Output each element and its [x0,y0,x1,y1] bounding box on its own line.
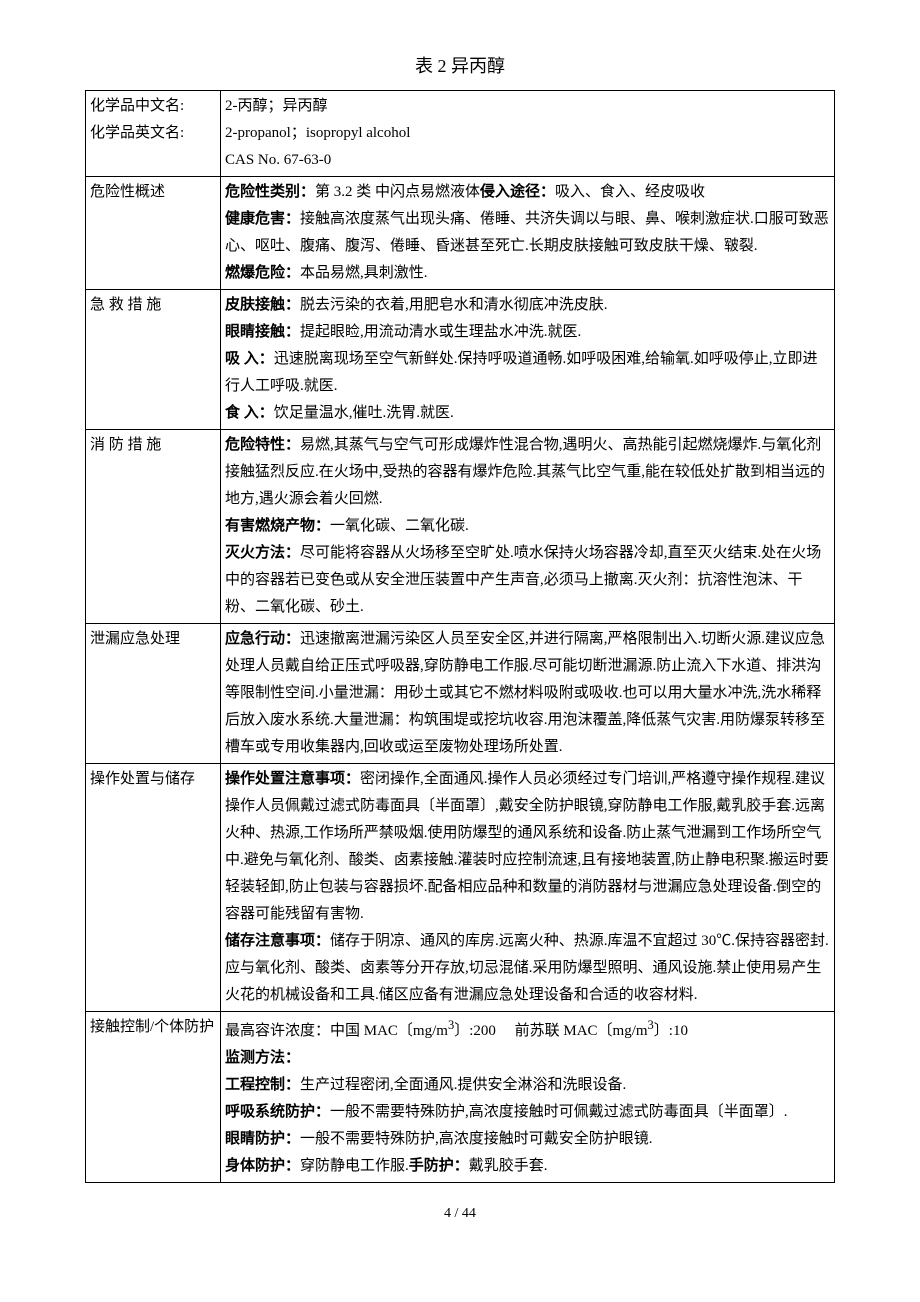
content-line: 呼吸系统防护：一般不需要特殊防护,高浓度接触时可佩戴过滤式防毒面具〔半面罩〕. [225,1099,830,1126]
page-footer: 4 / 44 [85,1201,835,1226]
row-label-line: 操作处置与储存 [90,771,195,787]
row-label-line: 化学品中文名: [90,98,184,114]
row-label-line: 化学品英文名: [90,125,184,141]
row-label: 急 救 措 施 [86,290,221,430]
row-label-line: 泄漏应急处理 [90,631,180,647]
content-line: 灭火方法：尽可能将容器从火场移至空旷处.喷水保持火场容器冷却,直至灭火结束.处在… [225,540,830,621]
row-label-line: 急 救 措 施 [90,297,161,313]
table-row: 急 救 措 施 皮肤接触：脱去污染的衣着,用肥皂水和清水彻底冲洗皮肤.眼睛接触：提… [86,290,835,430]
content-line: 身体防护：穿防静电工作服.手防护：戴乳胶手套. [225,1153,830,1180]
row-label-line: 消 防 措 施 [90,437,161,453]
row-content: 危险性类别：第 3.2 类 中闪点易燃液体侵入途径：吸入、食入、经皮吸收健康危害… [221,177,835,290]
row-label-line: 接触控制/个体防护 [90,1019,214,1035]
content-line: 燃爆危险：本品易燃,具刺激性. [225,260,830,287]
msds-table: 化学品中文名: 化学品英文名: 2-丙醇；异丙醇2-propanol；isoprop… [85,90,835,1183]
table-row: 化学品中文名: 化学品英文名: 2-丙醇；异丙醇2-propanol；isoprop… [86,91,835,177]
row-label: 泄漏应急处理 [86,624,221,764]
table-row: 操作处置与储存 操作处置注意事项：密闭操作,全面通风.操作人员必须经过专门培训,严… [86,764,835,1012]
content-line: 操作处置注意事项：密闭操作,全面通风.操作人员必须经过专门培训,严格遵守操作规程… [225,766,830,928]
content-line: 有害燃烧产物：一氧化碳、二氧化碳. [225,513,830,540]
table-row: 消 防 措 施 危险特性：易燃,其蒸气与空气可形成爆炸性混合物,遇明火、高热能引起… [86,430,835,624]
content-line: 工程控制：生产过程密闭,全面通风.提供安全淋浴和洗眼设备. [225,1072,830,1099]
row-content: 操作处置注意事项：密闭操作,全面通风.操作人员必须经过专门培训,严格遵守操作规程… [221,764,835,1012]
table-row: 接触控制/个体防护最高容许浓度：中国 MAC〔mg/m3〕:200 前苏联 MA… [86,1012,835,1183]
content-line: 危险特性：易燃,其蒸气与空气可形成爆炸性混合物,遇明火、高热能引起燃烧爆炸.与氧… [225,432,830,513]
row-content: 皮肤接触：脱去污染的衣着,用肥皂水和清水彻底冲洗皮肤.眼睛接触：提起眼睑,用流动… [221,290,835,430]
content-line: 监测方法： [225,1045,830,1072]
content-line: 2-propanol；isopropyl alcohol [225,120,830,147]
content-line: 眼睛接触：提起眼睑,用流动清水或生理盐水冲洗.就医. [225,319,830,346]
row-label: 化学品中文名: 化学品英文名: [86,91,221,177]
table-row: 危险性概述 危险性类别：第 3.2 类 中闪点易燃液体侵入途径：吸入、食入、经皮吸… [86,177,835,290]
content-line: 危险性类别：第 3.2 类 中闪点易燃液体侵入途径：吸入、食入、经皮吸收 [225,179,830,206]
content-line: 储存注意事项：储存于阴凉、通风的库房.远离火种、热源.库温不宜超过 30℃.保持… [225,928,830,1009]
content-line: 食 入：饮足量温水,催吐.洗胃.就医. [225,400,830,427]
content-line: 皮肤接触：脱去污染的衣着,用肥皂水和清水彻底冲洗皮肤. [225,292,830,319]
row-label: 危险性概述 [86,177,221,290]
table-row: 泄漏应急处理 应急行动：迅速撤离泄漏污染区人员至安全区,并进行隔离,严格限制出入.… [86,624,835,764]
content-line: CAS No. 67-63-0 [225,147,830,174]
row-content: 最高容许浓度：中国 MAC〔mg/m3〕:200 前苏联 MAC〔mg/m3〕:… [221,1012,835,1183]
content-line: 应急行动：迅速撤离泄漏污染区人员至安全区,并进行隔离,严格限制出入.切断火源.建… [225,626,830,761]
row-content: 危险特性：易燃,其蒸气与空气可形成爆炸性混合物,遇明火、高热能引起燃烧爆炸.与氧… [221,430,835,624]
row-label: 操作处置与储存 [86,764,221,1012]
content-line: 最高容许浓度：中国 MAC〔mg/m3〕:200 前苏联 MAC〔mg/m3〕:… [225,1014,830,1045]
content-line: 眼睛防护：一般不需要特殊防护,高浓度接触时可戴安全防护眼镜. [225,1126,830,1153]
content-line: 2-丙醇；异丙醇 [225,93,830,120]
row-label-line: 危险性概述 [90,184,165,200]
row-content: 2-丙醇；异丙醇2-propanol；isopropyl alcoholCAS … [221,91,835,177]
row-label: 接触控制/个体防护 [86,1012,221,1183]
row-label: 消 防 措 施 [86,430,221,624]
row-content: 应急行动：迅速撤离泄漏污染区人员至安全区,并进行隔离,严格限制出入.切断火源.建… [221,624,835,764]
content-line: 吸 入：迅速脱离现场至空气新鲜处.保持呼吸道通畅.如呼吸困难,给输氧.如呼吸停止… [225,346,830,400]
table-title: 表 2 异丙醇 [85,50,835,82]
content-line: 健康危害：接触高浓度蒸气出现头痛、倦睡、共济失调以与眼、鼻、喉刺激症状.口服可致… [225,206,830,260]
